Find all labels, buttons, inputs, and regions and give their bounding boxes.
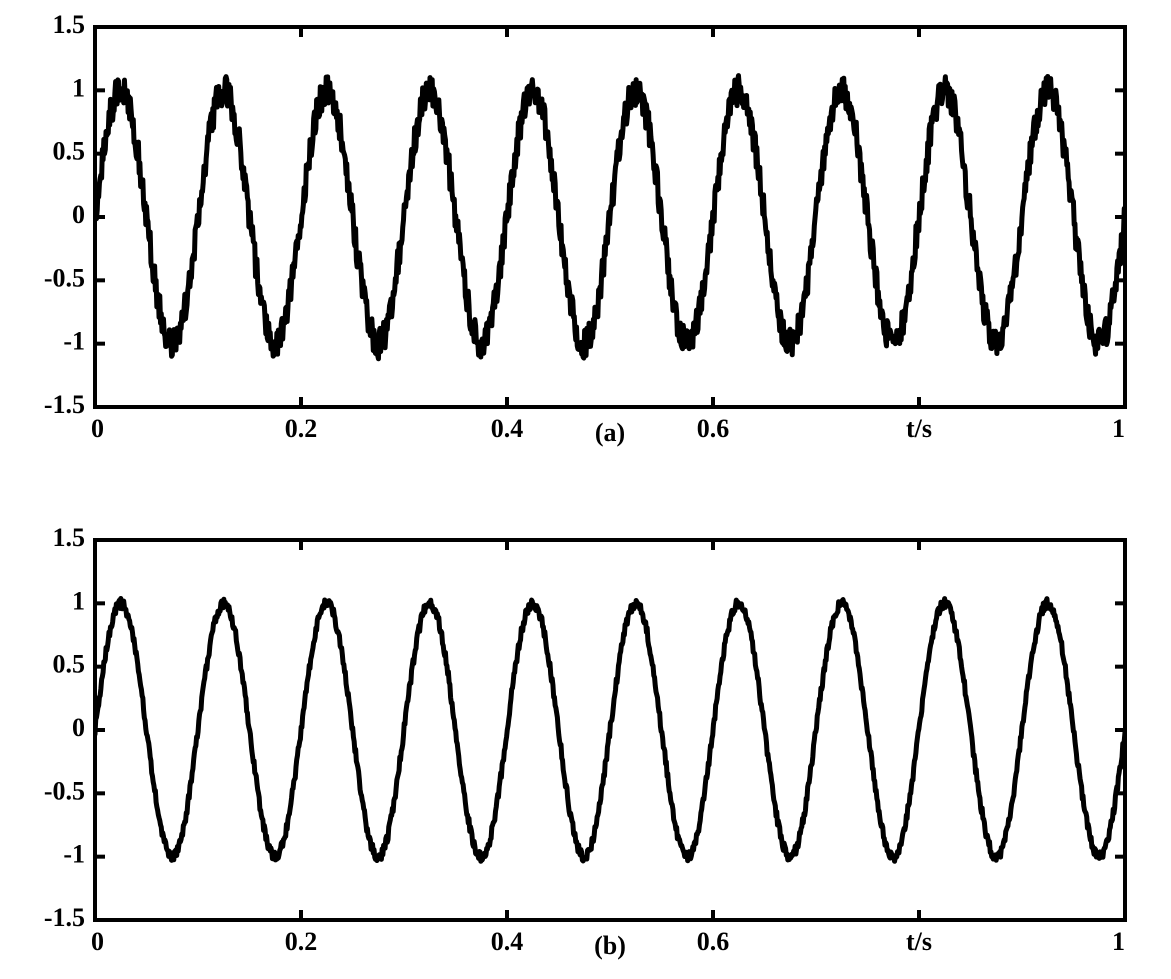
sublabel-b: (b) <box>594 931 626 960</box>
figure-bg <box>0 0 1171 979</box>
xtick-label: 0.6 <box>697 414 730 443</box>
ytick-label: -0.5 <box>44 776 85 805</box>
ytick-label: 0 <box>72 713 85 742</box>
sublabel-a: (a) <box>595 418 625 447</box>
ytick-label: 1.5 <box>53 523 86 552</box>
ytick-label: -0.5 <box>44 263 85 292</box>
xtick-label: 0 <box>91 414 104 443</box>
ytick-label: 1 <box>72 586 85 615</box>
xtick-label: 0.6 <box>697 927 730 956</box>
ytick-label: 1.5 <box>53 10 86 39</box>
xtick-label: 1 <box>1112 927 1125 956</box>
ytick-label: -1 <box>63 840 85 869</box>
ytick-label: 0 <box>72 200 85 229</box>
ytick-label: 1 <box>72 73 85 102</box>
xtick-label: 0.4 <box>491 414 524 443</box>
xtick-label: 0.2 <box>285 927 318 956</box>
ytick-label: 0.5 <box>53 650 86 679</box>
xtick-label: 0.4 <box>491 927 524 956</box>
xtick-label: 0.2 <box>285 414 318 443</box>
ytick-label: -1.5 <box>44 903 85 932</box>
xtick-label: 0 <box>91 927 104 956</box>
ytick-label: -1 <box>63 327 85 356</box>
xlabel-a: t/s <box>906 414 932 443</box>
figure-svg: -1.5 -1 -0.5 0 0.5 1 1.5 0 0.2 0.4 0.6 t/s 1 (a) -1.5 -… <box>0 0 1171 979</box>
ytick-label: 0.5 <box>53 137 86 166</box>
xlabel-b: t/s <box>906 927 932 956</box>
ytick-label: -1.5 <box>44 390 85 419</box>
figure-root: -1.5 -1 -0.5 0 0.5 1 1.5 0 0.2 0.4 0.6 t/s 1 (a) -1.5 -… <box>0 0 1171 979</box>
xtick-label: 1 <box>1112 414 1125 443</box>
